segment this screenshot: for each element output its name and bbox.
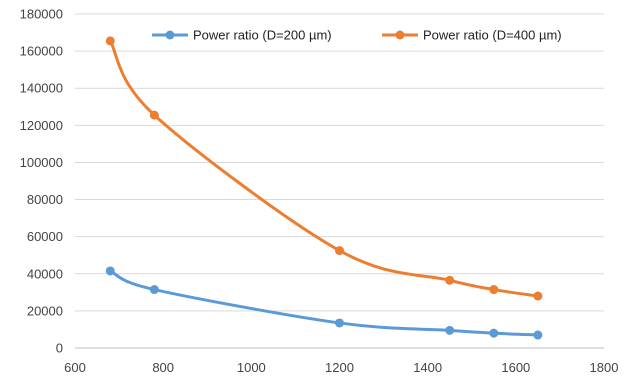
y-tick-label: 120000 — [20, 118, 63, 133]
data-point — [105, 266, 115, 276]
y-tick-label: 40000 — [27, 266, 63, 281]
data-point — [489, 328, 499, 338]
data-point — [335, 246, 344, 256]
legend: Power ratio (D=200 µm) Power ratio (D=400… — [152, 28, 562, 43]
x-tick-label: 1400 — [413, 360, 442, 375]
series-line-1 — [109, 269, 538, 337]
x-axis-tick-labels: 600 800 1000 1200 1400 1600 1800 — [64, 360, 618, 375]
y-tick-label: 180000 — [20, 7, 63, 22]
data-point — [445, 275, 455, 285]
data-point — [533, 330, 543, 340]
legend-label: Power ratio (D=200 µm) — [193, 28, 332, 43]
y-axis-tick-labels: 0 20000 40000 60000 80000 100000 120000 140000 1… — [20, 7, 63, 356]
legend-item-2: Power ratio (D=400 µm) — [382, 28, 562, 43]
legend-swatch-marker — [165, 30, 175, 40]
legend-label: Power ratio (D=400 µm) — [423, 28, 562, 43]
x-tick-label: 600 — [64, 360, 86, 375]
x-tick-label: 1200 — [325, 360, 354, 375]
data-point — [335, 318, 344, 328]
data-point — [149, 110, 159, 120]
y-tick-label: 0 — [56, 341, 63, 356]
y-tick-label: 20000 — [27, 303, 63, 318]
series-line-2 — [108, 40, 539, 298]
x-tick-label: 1000 — [237, 360, 266, 375]
x-tick-label: 1600 — [501, 360, 530, 375]
data-point — [533, 291, 543, 301]
y-tick-label: 140000 — [20, 81, 63, 96]
data-point — [445, 325, 455, 335]
y-tick-label: 100000 — [20, 155, 63, 170]
legend-swatch-marker — [395, 30, 405, 40]
y-tick-label: 160000 — [20, 44, 63, 59]
x-tick-label: 800 — [152, 360, 174, 375]
data-point — [489, 285, 499, 295]
data-point — [149, 285, 159, 295]
y-tick-label: 60000 — [27, 229, 63, 244]
series-lines — [105, 36, 543, 340]
x-tick-label: 1800 — [590, 360, 619, 375]
legend-item-1: Power ratio (D=200 µm) — [152, 28, 332, 43]
y-tick-label: 80000 — [27, 192, 63, 207]
data-point — [105, 36, 115, 46]
gridlines — [75, 13, 604, 349]
